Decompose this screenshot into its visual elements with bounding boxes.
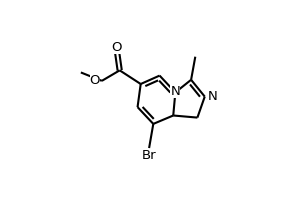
Text: Br: Br xyxy=(142,149,156,162)
Text: O: O xyxy=(111,41,122,54)
Text: O: O xyxy=(90,74,100,87)
Text: N: N xyxy=(207,90,217,103)
Text: N: N xyxy=(171,85,180,98)
